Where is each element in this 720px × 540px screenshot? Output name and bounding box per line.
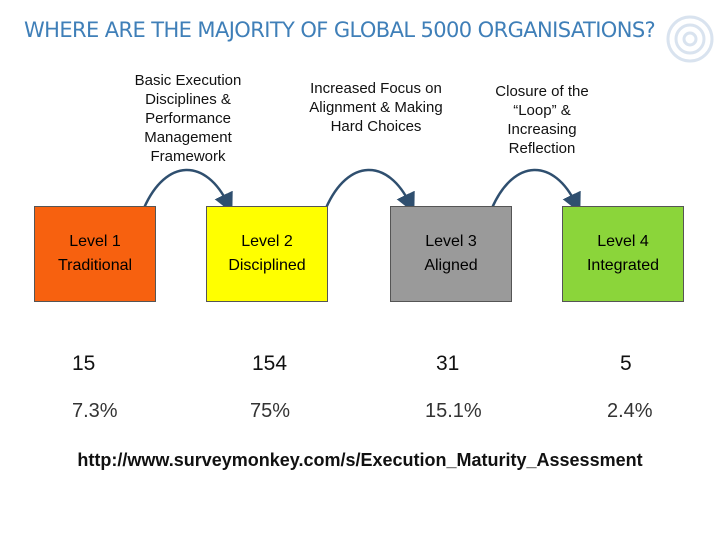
level-3-box: Level 3 Aligned <box>390 206 512 302</box>
level-4-box: Level 4 Integrated <box>562 206 684 302</box>
level-3-percent: 15.1% <box>425 400 482 422</box>
caption-level-3-to-4: Closure of the “Loop” & Increasing Refle… <box>495 83 589 157</box>
level-2-title: Level 2 <box>241 233 293 250</box>
curved-arrow-icon <box>324 168 415 214</box>
caption-level-2-to-3: Increased Focus on Alignment & Making Ha… <box>309 80 443 135</box>
level-1-name: Traditional <box>57 257 133 274</box>
level-3-count: 31 <box>436 352 460 375</box>
level-1-box: Level 1 Traditional <box>34 206 156 302</box>
level-4-percent: 2.4% <box>607 400 653 422</box>
level-3-title: Level 3 <box>425 233 477 250</box>
level-2-name: Disciplined <box>228 257 306 274</box>
level-4-name: Integrated <box>586 257 660 274</box>
level-2-count: 154 <box>252 352 288 375</box>
level-1-percent: 7.3% <box>72 400 118 422</box>
caption-level-1-to-2: Basic Execution Disciplines & Performanc… <box>134 72 242 165</box>
level-1-count: 15 <box>72 352 96 375</box>
curved-arrow-icon <box>142 168 233 214</box>
level-2-percent: 75% <box>250 400 291 422</box>
level-1-title: Level 1 <box>69 233 121 250</box>
page-title: WHERE ARE THE MAJORITY OF GLOBAL 5000 OR… <box>24 18 656 42</box>
level-3-name: Aligned <box>424 257 478 274</box>
curved-arrow-icon <box>490 168 581 214</box>
level-2-box: Level 2 Disciplined <box>206 206 328 302</box>
circular-logo-icon <box>666 15 714 63</box>
level-4-count: 5 <box>620 352 632 375</box>
level-4-title: Level 4 <box>597 233 649 250</box>
source-url[interactable]: http://www.surveymonkey.com/s/Execution_… <box>77 450 643 470</box>
